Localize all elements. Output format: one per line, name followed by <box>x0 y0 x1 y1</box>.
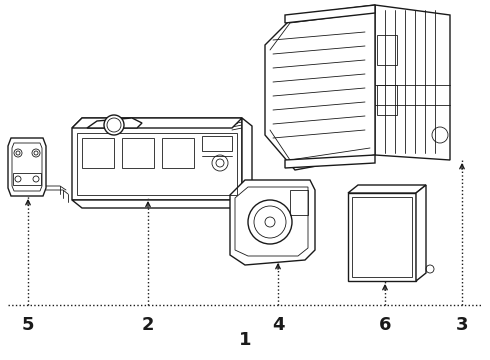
Circle shape <box>248 200 292 244</box>
Text: 2: 2 <box>142 316 154 334</box>
Circle shape <box>104 115 124 135</box>
Bar <box>377 85 397 115</box>
Polygon shape <box>416 185 426 281</box>
Polygon shape <box>285 5 375 23</box>
Polygon shape <box>348 193 416 281</box>
Polygon shape <box>348 185 426 193</box>
Polygon shape <box>265 5 375 170</box>
Polygon shape <box>87 118 142 128</box>
Polygon shape <box>72 200 242 208</box>
Text: 4: 4 <box>272 316 284 334</box>
Polygon shape <box>72 118 242 200</box>
Bar <box>202 136 232 151</box>
Text: 6: 6 <box>379 316 391 334</box>
Bar <box>290 190 308 215</box>
Polygon shape <box>8 138 46 196</box>
Bar <box>82 138 114 168</box>
Polygon shape <box>242 118 252 195</box>
Polygon shape <box>72 118 242 128</box>
Bar <box>13 173 41 185</box>
Bar <box>352 197 412 277</box>
Text: 1: 1 <box>239 331 251 349</box>
Text: 5: 5 <box>22 316 34 334</box>
Polygon shape <box>230 180 315 265</box>
Polygon shape <box>285 155 375 168</box>
Bar <box>122 138 154 168</box>
Text: 3: 3 <box>456 316 468 334</box>
Polygon shape <box>375 5 450 160</box>
Bar <box>162 138 194 168</box>
Bar <box>77 133 237 195</box>
Bar <box>377 35 397 65</box>
